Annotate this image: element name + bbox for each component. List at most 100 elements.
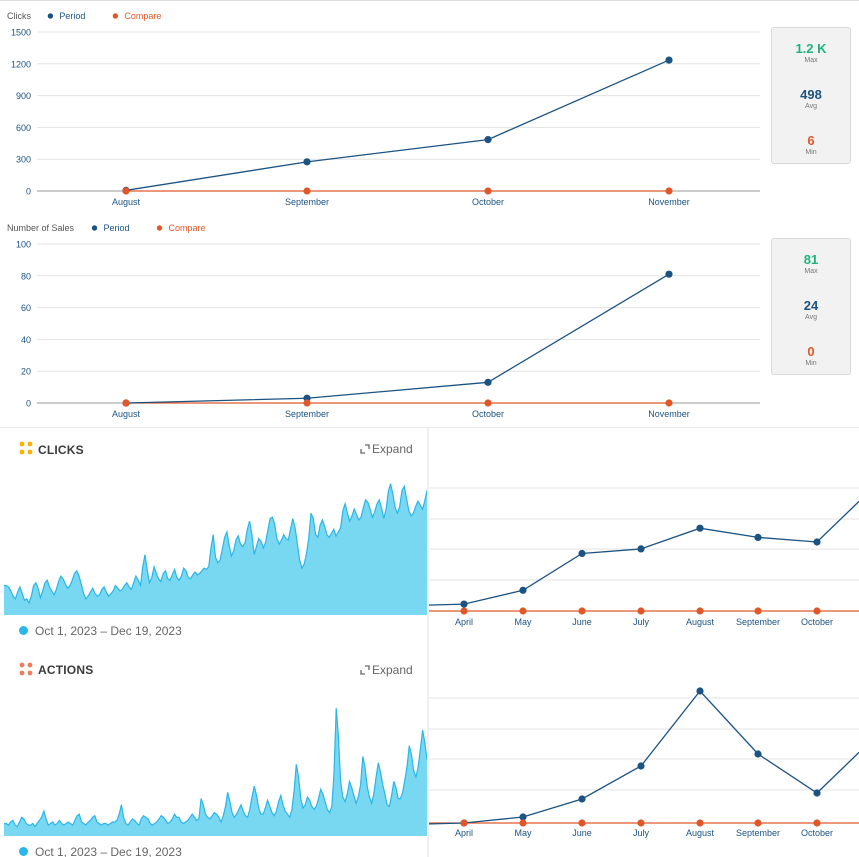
stat-min-label: Min (805, 149, 817, 156)
y-tick-label: 0 (26, 399, 31, 409)
data-point-compare (303, 399, 311, 407)
actions-period-legend: Oct 1, 2023 – Dec 19, 2023 (19, 845, 182, 857)
x-tick-label: September (736, 617, 780, 627)
y-tick-label: 40 (21, 335, 31, 345)
y-tick-label: 20 (21, 367, 31, 377)
y-tick-label: 80 (21, 271, 31, 281)
legend-period-label: Period (104, 223, 130, 233)
data-point-period (813, 789, 821, 797)
x-tick-label: August (686, 617, 715, 627)
data-point-compare (303, 187, 311, 195)
data-point-period (578, 549, 586, 558)
stat-avg-value: 498 (800, 87, 822, 102)
area-fill (4, 483, 427, 615)
data-point-compare (813, 607, 821, 615)
data-point-period (696, 524, 704, 532)
sales-line-chart: Number of Sales Period Compare 0 20 40 60 80 100… (7, 223, 760, 419)
stat-min-value: 6 (807, 133, 815, 148)
stat-max-value: 1.2 K (795, 41, 827, 56)
data-point-compare (665, 187, 673, 195)
x-tick-label: August (112, 197, 141, 207)
x-tick-label: October (801, 617, 833, 627)
x-tick-label: November (648, 409, 690, 419)
actions-area-chart (4, 708, 427, 836)
x-tick-label: October (472, 197, 504, 207)
section-divider (0, 427, 859, 428)
data-point-compare (519, 819, 527, 827)
clicks-card: CLICKS Expand Oct 1, 2023 – Dec 19, 2023 (4, 429, 427, 644)
data-point-period (484, 135, 492, 144)
data-point-compare (484, 187, 492, 195)
data-point-period (519, 586, 527, 594)
data-point-compare (754, 819, 762, 827)
series-line-period (427, 500, 859, 606)
data-point-period (665, 56, 673, 64)
data-point-period (754, 750, 762, 758)
clicks-expand-button[interactable]: Expand (360, 442, 413, 456)
data-point-compare (122, 187, 130, 195)
data-point-period (637, 545, 645, 553)
legend-dot (19, 847, 28, 856)
x-tick-label: May (514, 617, 532, 627)
x-tick-label: April (455, 617, 473, 627)
stat-avg-label: Avg (805, 103, 817, 110)
data-point-period (754, 533, 762, 541)
stat-min-label: Min (805, 360, 817, 367)
actions-card-title: ACTIONS (38, 663, 94, 677)
data-point-compare (578, 607, 586, 615)
actions-expand-button[interactable]: Expand (360, 663, 413, 677)
expand-icon (360, 665, 370, 675)
area-fill (4, 708, 427, 836)
stat-max-label: Max (804, 57, 818, 64)
stat-avg: 498 Avg (772, 88, 850, 112)
data-point-period (665, 270, 673, 278)
x-tick-label: August (686, 828, 715, 838)
clicks-chart-title: Clicks (7, 11, 31, 21)
clicks-period-legend: Oct 1, 2023 – Dec 19, 2023 (19, 624, 182, 638)
data-point-compare (578, 819, 586, 827)
x-tick-label: October (472, 409, 504, 419)
legend-period-marker (91, 225, 98, 231)
clicks-monthly-line-chart: April May June July August September October (427, 487, 859, 627)
x-tick-label: July (633, 617, 650, 627)
card-divider (427, 428, 429, 857)
clicks-expand-label: Expand (372, 442, 413, 456)
stat-min: 6 Min (772, 134, 850, 158)
x-tick-label: September (736, 828, 780, 838)
data-point-period (578, 795, 586, 803)
data-point-period (484, 378, 492, 386)
legend-period-label: Period (59, 11, 85, 21)
stat-max: 81 Max (772, 253, 850, 277)
data-point-compare (637, 607, 645, 615)
sales-stats-box: 81 Max 24 Avg 0 Min (771, 238, 851, 375)
x-tick-label: September (285, 197, 329, 207)
x-tick-label: April (455, 828, 473, 838)
x-tick-label: October (801, 828, 833, 838)
series-line-period (125, 273, 670, 404)
y-tick-label: 0 (26, 187, 31, 197)
series-line-period (427, 689, 859, 825)
legend-dot (19, 626, 28, 635)
stat-max-value: 81 (803, 252, 819, 267)
stat-avg: 24 Avg (772, 299, 850, 323)
clicks-area-chart (4, 483, 427, 615)
dots-grid-icon (19, 441, 33, 455)
data-point-period (519, 813, 527, 821)
stat-avg-value: 24 (803, 298, 819, 313)
data-point-compare (460, 819, 468, 827)
legend-compare-marker (156, 225, 163, 231)
data-point-compare (637, 819, 645, 827)
x-tick-label: August (112, 409, 141, 419)
clicks-line-chart: Clicks Period Compare 0 300 600 900 1200 1500 Aug… (7, 11, 760, 207)
actions-period-text: Oct 1, 2023 – Dec 19, 2023 (35, 845, 182, 857)
expand-icon (360, 444, 370, 454)
x-tick-label: May (514, 828, 532, 838)
data-point-compare (460, 607, 468, 615)
stat-max-label: Max (804, 268, 818, 275)
data-point-period (460, 600, 468, 608)
y-tick-label: 100 (16, 240, 31, 250)
area-line (4, 483, 427, 605)
stat-min: 0 Min (772, 345, 850, 369)
y-tick-label: 60 (21, 303, 31, 313)
data-point-period (303, 158, 311, 166)
